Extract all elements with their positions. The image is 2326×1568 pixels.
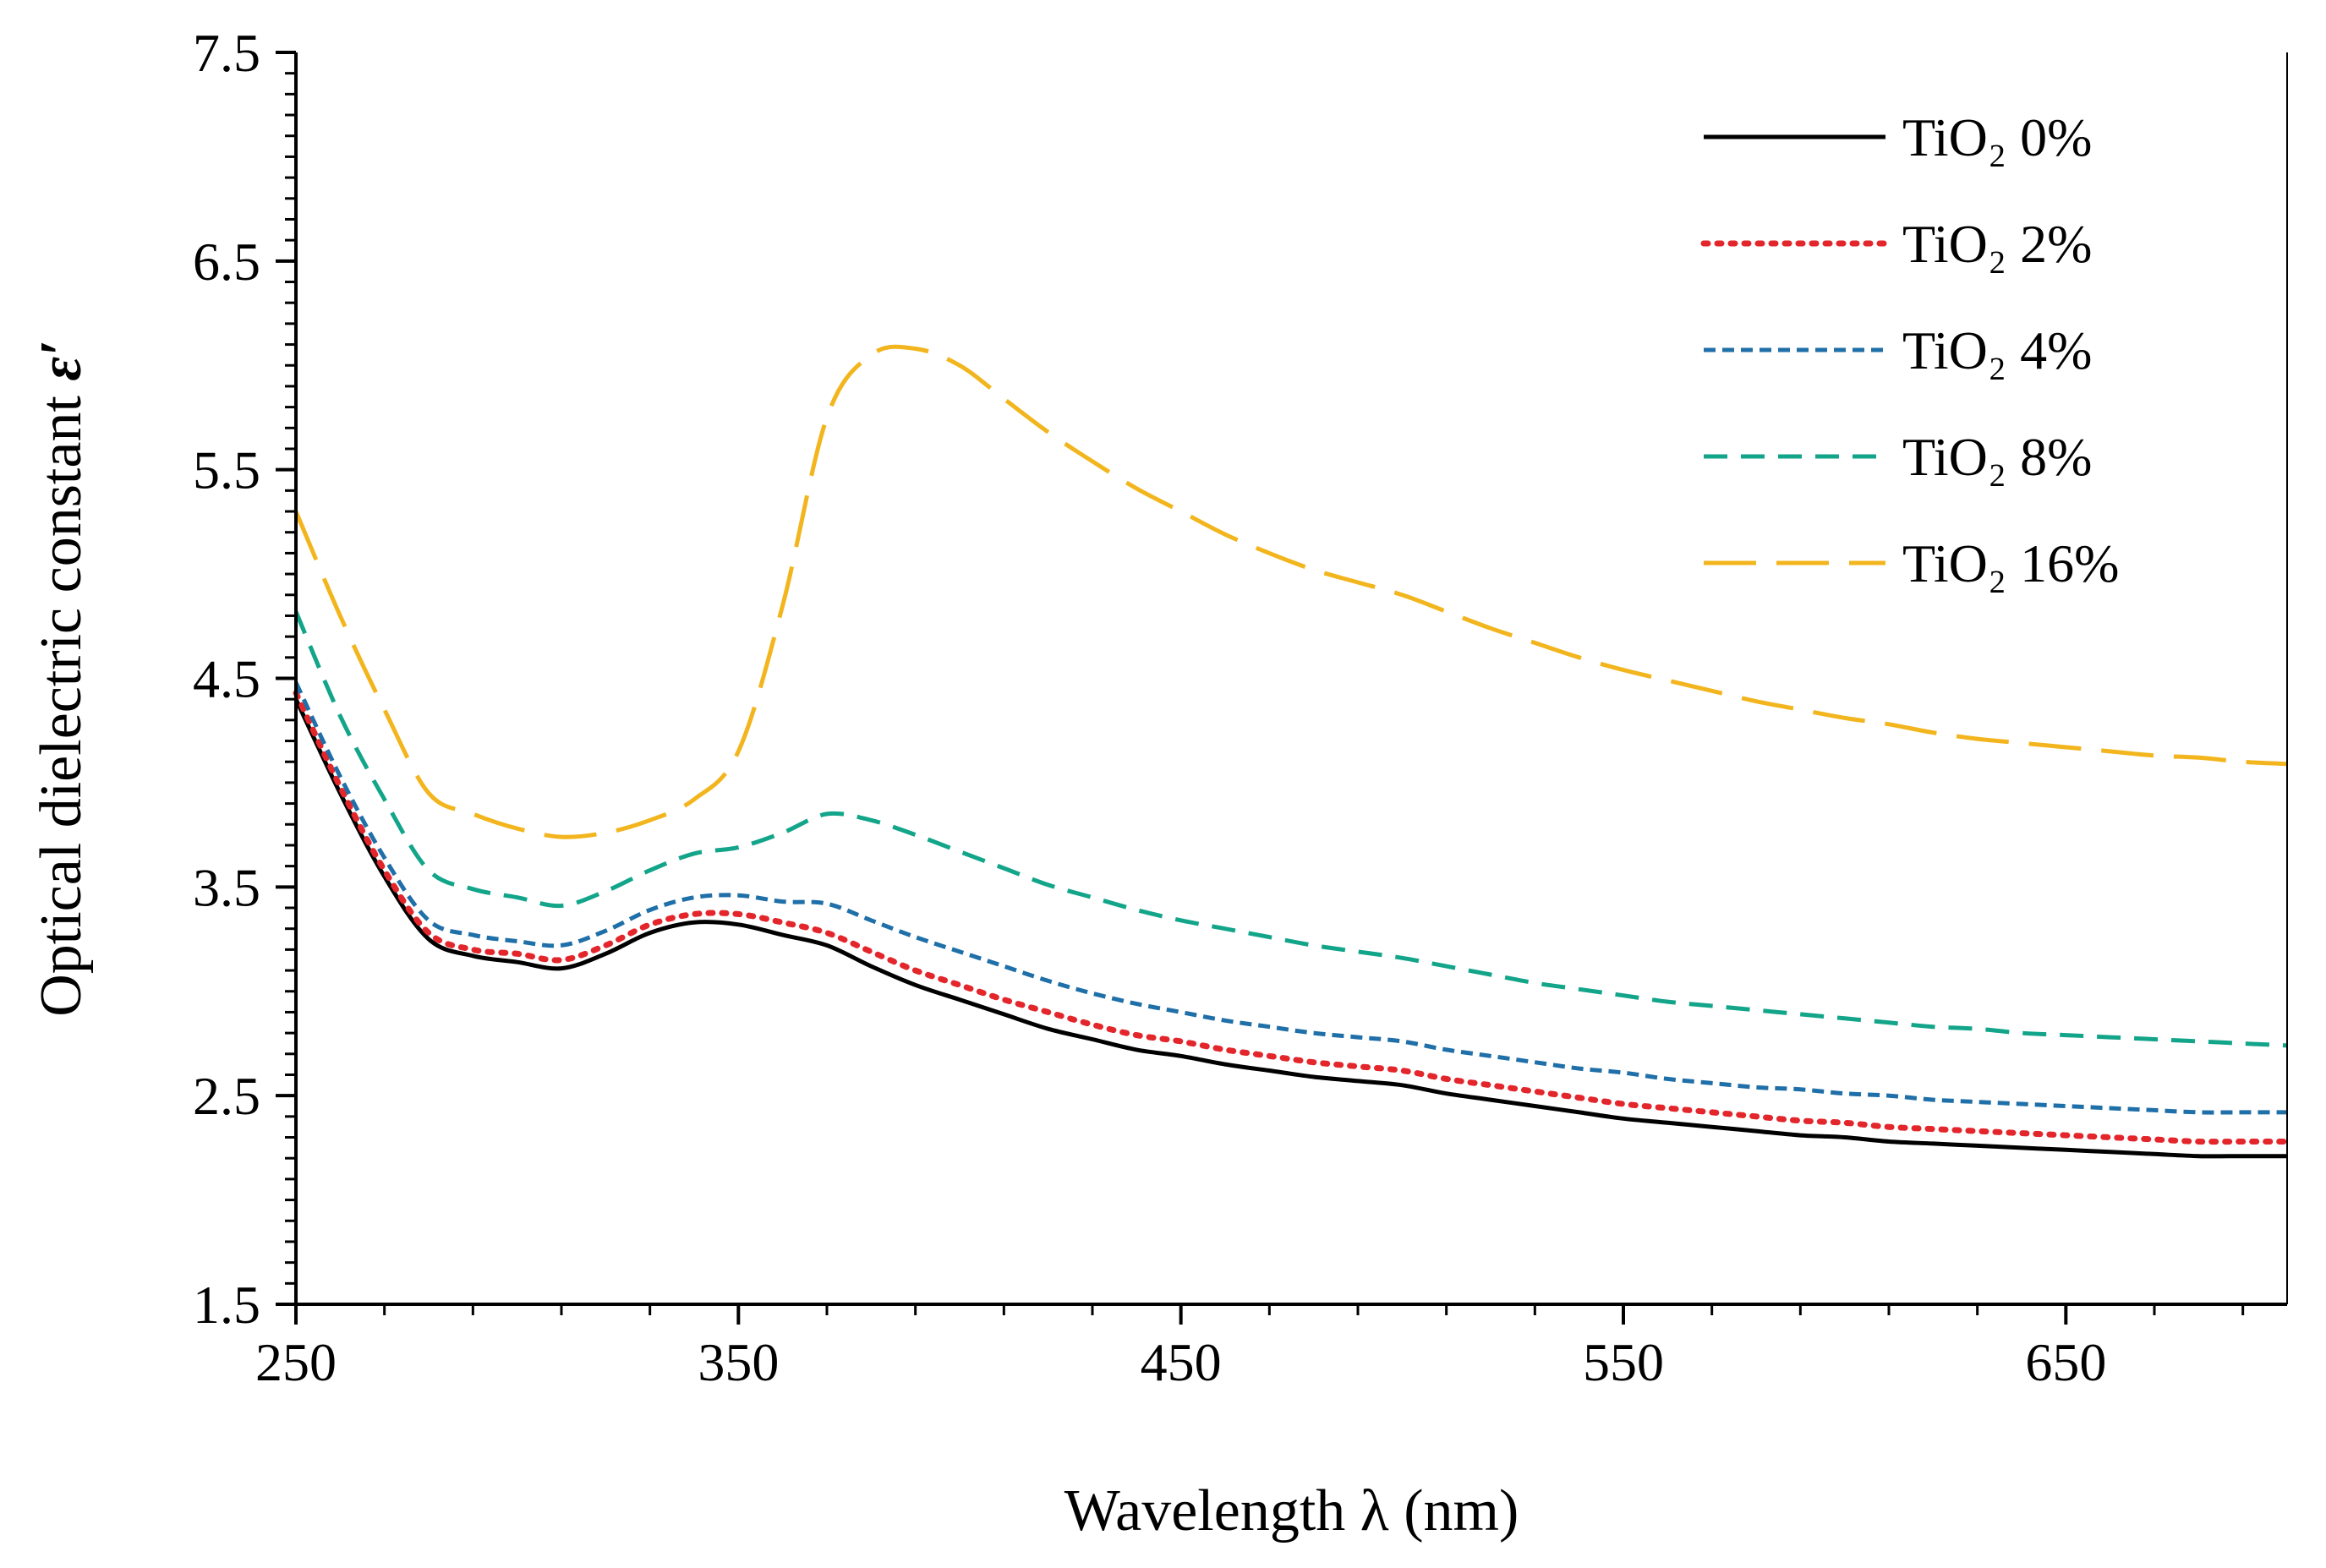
x-tick-label: 350 [698, 1332, 779, 1392]
y-tick-label: 6.5 [193, 232, 260, 292]
series-line-3 [293, 610, 2288, 1048]
x-tick-label: 650 [2025, 1332, 2106, 1392]
series-line-1 [293, 690, 2290, 1145]
y-axis-title-text: Optical dielectric constant [29, 381, 94, 1017]
y-tick-label: 7.5 [193, 23, 260, 83]
series-line-4 [293, 344, 2288, 839]
x-axis-title: Wavelength λ (nm) [1064, 1478, 1519, 1543]
legend-label-3: TiO₂ 8% [1902, 427, 2092, 487]
y-tick-label: 2.5 [193, 1066, 260, 1126]
y-tick-label: 3.5 [193, 857, 260, 917]
series-line-2 [293, 681, 2287, 1115]
x-tick-label: 550 [1583, 1332, 1664, 1392]
axis-ticks [276, 51, 2245, 1325]
y-tick-label: 4.5 [193, 649, 260, 709]
legend-label-0: TiO₂ 0% [1902, 107, 2092, 167]
axis-tick-labels: 1.5 2.5 3.5 4.5 5.5 6.5 7.5 250 350 450 550 650 [193, 23, 2106, 1392]
series-lines [293, 344, 2290, 1159]
legend-label-2: TiO₂ 4% [1902, 320, 2092, 380]
x-tick-label: 250 [255, 1332, 337, 1392]
y-axis-title: Optical dielectric constant ε′ [29, 340, 94, 1017]
y-axis-title-symbol: ε′ [29, 340, 94, 380]
y-tick-label: 1.5 [193, 1275, 260, 1335]
y-tick-label: 5.5 [193, 440, 260, 500]
legend-label-4: TiO₂ 16% [1902, 533, 2119, 593]
legend: TiO₂ 0% TiO₂ 2% TiO₂ 4% TiO₂ 8% TiO₂ 16% [1700, 107, 2119, 593]
series-line-0 [293, 698, 2287, 1159]
legend-label-1: TiO₂ 2% [1902, 214, 2092, 274]
x-tick-label: 450 [1141, 1332, 1222, 1392]
